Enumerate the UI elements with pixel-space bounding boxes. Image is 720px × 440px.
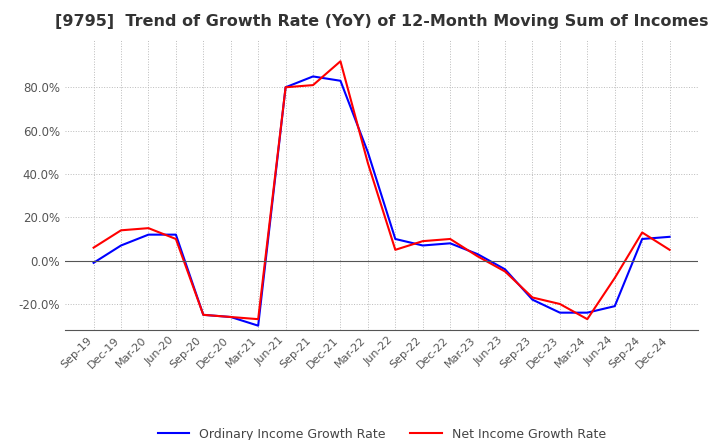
Ordinary Income Growth Rate (473, 252, 482, 257)
Net Income Growth Rate (254, 316, 263, 322)
Net Income Growth Rate (638, 230, 647, 235)
Ordinary Income Growth Rate (89, 260, 98, 265)
Ordinary Income Growth Rate (638, 236, 647, 242)
Net Income Growth Rate (611, 275, 619, 281)
Ordinary Income Growth Rate (117, 243, 125, 248)
Ordinary Income Growth Rate (364, 150, 372, 155)
Title: [9795]  Trend of Growth Rate (YoY) of 12-Month Moving Sum of Incomes: [9795] Trend of Growth Rate (YoY) of 12-… (55, 14, 708, 29)
Ordinary Income Growth Rate (226, 314, 235, 319)
Ordinary Income Growth Rate (336, 78, 345, 84)
Net Income Growth Rate (665, 247, 674, 253)
Net Income Growth Rate (282, 84, 290, 90)
Ordinary Income Growth Rate (556, 310, 564, 315)
Net Income Growth Rate (171, 236, 180, 242)
Ordinary Income Growth Rate (665, 234, 674, 239)
Net Income Growth Rate (309, 82, 318, 88)
Ordinary Income Growth Rate (391, 236, 400, 242)
Net Income Growth Rate (89, 245, 98, 250)
Legend: Ordinary Income Growth Rate, Net Income Growth Rate: Ordinary Income Growth Rate, Net Income … (153, 423, 611, 440)
Net Income Growth Rate (528, 295, 537, 300)
Ordinary Income Growth Rate (254, 323, 263, 328)
Ordinary Income Growth Rate (144, 232, 153, 237)
Ordinary Income Growth Rate (500, 267, 509, 272)
Ordinary Income Growth Rate (418, 243, 427, 248)
Net Income Growth Rate (556, 301, 564, 307)
Net Income Growth Rate (473, 254, 482, 259)
Net Income Growth Rate (199, 312, 207, 318)
Net Income Growth Rate (364, 161, 372, 166)
Net Income Growth Rate (391, 247, 400, 253)
Net Income Growth Rate (418, 238, 427, 244)
Ordinary Income Growth Rate (528, 297, 537, 302)
Ordinary Income Growth Rate (583, 310, 592, 315)
Net Income Growth Rate (500, 269, 509, 274)
Net Income Growth Rate (336, 59, 345, 64)
Ordinary Income Growth Rate (171, 232, 180, 237)
Net Income Growth Rate (446, 236, 454, 242)
Net Income Growth Rate (226, 314, 235, 319)
Ordinary Income Growth Rate (446, 241, 454, 246)
Net Income Growth Rate (583, 316, 592, 322)
Ordinary Income Growth Rate (199, 312, 207, 318)
Line: Net Income Growth Rate: Net Income Growth Rate (94, 61, 670, 319)
Net Income Growth Rate (117, 227, 125, 233)
Ordinary Income Growth Rate (611, 304, 619, 309)
Ordinary Income Growth Rate (309, 74, 318, 79)
Line: Ordinary Income Growth Rate: Ordinary Income Growth Rate (94, 77, 670, 326)
Net Income Growth Rate (144, 226, 153, 231)
Ordinary Income Growth Rate (282, 84, 290, 90)
